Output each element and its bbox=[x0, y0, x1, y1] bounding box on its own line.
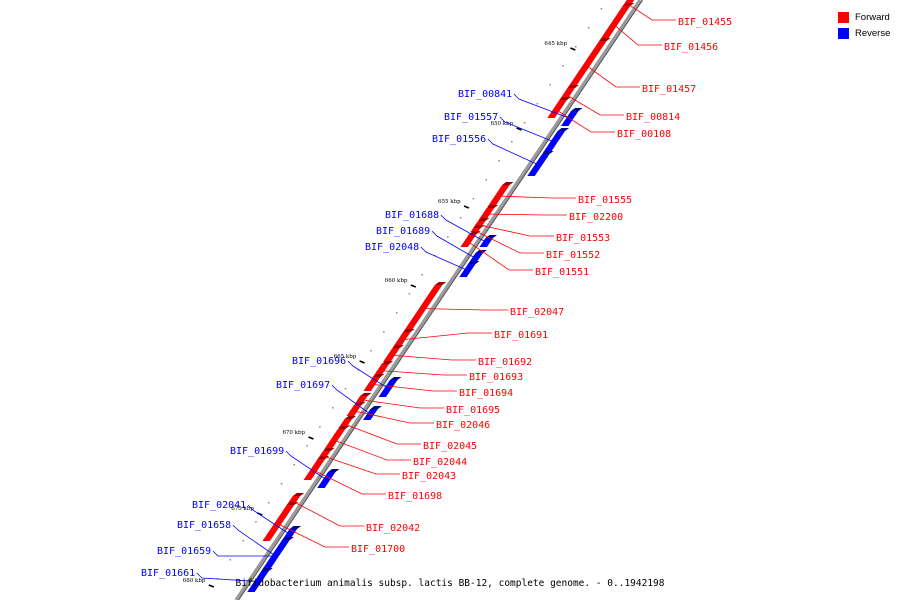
tick-label: 660 kbp bbox=[385, 278, 408, 284]
gene-label-bif-01551: BIF_01551 bbox=[535, 267, 589, 278]
gene-label-bif-01688: BIF_01688 bbox=[385, 210, 439, 221]
tick-mark bbox=[359, 360, 365, 364]
gene-labels: BIF_00841 BIF_01557 BIF_01556 BIF_01688 BIF_… bbox=[141, 2, 732, 582]
gene-label-bif-01692: BIF_01692 bbox=[478, 357, 532, 368]
gene-label-bif-02046: BIF_02046 bbox=[436, 420, 490, 431]
gene-label-bif-01694: BIF_01694 bbox=[459, 388, 513, 399]
gene-label-bif-01691: BIF_01691 bbox=[494, 330, 548, 341]
gene-label-bif-00841: BIF_00841 bbox=[458, 89, 512, 100]
gene-bif-02045 bbox=[338, 416, 357, 428]
gene-label-bif-00814: BIF_00814 bbox=[626, 112, 680, 123]
gene-label-bif-01557: BIF_01557 bbox=[444, 112, 498, 123]
tick-label: 680 kbp bbox=[183, 578, 206, 584]
gene-label-bif-02043: BIF_02043 bbox=[402, 471, 456, 482]
gene-label-bif-01556: BIF_01556 bbox=[432, 134, 486, 145]
gene-label-bif-01658: BIF_01658 bbox=[177, 520, 231, 531]
tick-mark bbox=[570, 47, 576, 51]
gene-label-bif-01661: BIF_01661 bbox=[141, 568, 195, 579]
gene-label-bif-02047: BIF_02047 bbox=[510, 307, 564, 318]
gene-label-bif-02042: BIF_02042 bbox=[366, 523, 420, 534]
tick-label: 665 kbp bbox=[334, 354, 357, 360]
tick-label: 655 kbp bbox=[438, 199, 461, 205]
gene-label-bif-01552: BIF_01552 bbox=[546, 250, 600, 261]
gene-label-bif-01697: BIF_01697 bbox=[276, 380, 330, 391]
gene-label-bif-02041: BIF_02041 bbox=[192, 500, 246, 511]
gene-label-bif-01456: BIF_01456 bbox=[664, 42, 718, 53]
legend-swatch-forward bbox=[838, 11, 849, 23]
gene-bif-02047 bbox=[403, 282, 447, 332]
gene-label-bif-01696: BIF_01696 bbox=[292, 356, 346, 367]
gene-label-bif-02048: BIF_02048 bbox=[365, 242, 419, 253]
tick-mark bbox=[308, 436, 314, 440]
gene-label-bif-02200: BIF_02200 bbox=[569, 212, 623, 223]
tick-label: 670 kbp bbox=[282, 430, 305, 436]
gene-bif-00108 bbox=[547, 97, 571, 118]
gene-label-bif-01455: BIF_01455 bbox=[678, 17, 732, 28]
tick-label: 650 kbp bbox=[491, 121, 514, 127]
gene-label-bif-00108: BIF_00108 bbox=[617, 129, 671, 140]
tick-mark bbox=[208, 584, 215, 588]
gene-label-bif-01699: BIF_01699 bbox=[230, 446, 284, 457]
gene-label-bif-01555: BIF_01555 bbox=[578, 195, 632, 206]
legend-item-forward: Forward bbox=[838, 9, 890, 25]
legend-label-reverse: Reverse bbox=[855, 27, 891, 39]
gene-label-bif-01553: BIF_01553 bbox=[556, 233, 610, 244]
gene-label-bif-01689: BIF_01689 bbox=[376, 226, 430, 237]
gene-bif-02044 bbox=[323, 426, 350, 450]
tick-label: 645 kbp bbox=[544, 41, 567, 47]
tick-mark bbox=[516, 127, 522, 131]
genome-backbone bbox=[234, 0, 643, 600]
gene-bif-00814 bbox=[559, 85, 579, 100]
tick-mark bbox=[410, 284, 417, 288]
gene-label-bif-01698: BIF_01698 bbox=[388, 491, 442, 502]
gene-label-bif-01659: BIF_01659 bbox=[157, 546, 211, 557]
gene-label-bif-01695: BIF_01695 bbox=[446, 405, 500, 416]
gene-label-bif-02045: BIF_02045 bbox=[423, 441, 477, 452]
genome-caption: Bifidobacterium animalis subsp. lactis B… bbox=[235, 578, 665, 589]
gene-bif-01457 bbox=[567, 38, 611, 88]
scale-ticks: 645 kbp 650 kbp 655 kbp 660 kbp 665 kbp 670 k… bbox=[183, 41, 576, 588]
legend-label-forward: Forward bbox=[855, 11, 890, 23]
gene-label-bif-01700: BIF_01700 bbox=[351, 544, 405, 555]
gene-label-bif-01457: BIF_01457 bbox=[642, 84, 696, 95]
tick-label: 675 kbp bbox=[231, 506, 254, 512]
gene-label-bif-01693: BIF_01693 bbox=[469, 372, 523, 383]
gene-label-bif-02044: BIF_02044 bbox=[413, 457, 467, 468]
tick-mark bbox=[463, 205, 470, 209]
reverse-strand-genes bbox=[247, 108, 583, 592]
legend-item-reverse: Reverse bbox=[838, 25, 890, 41]
legend-swatch-reverse bbox=[838, 27, 849, 39]
legend: Forward Reverse bbox=[838, 9, 890, 41]
